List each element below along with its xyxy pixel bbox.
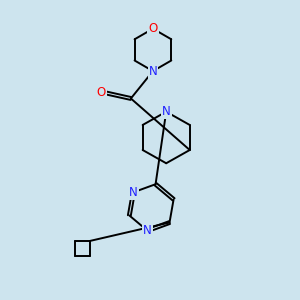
Text: N: N: [148, 64, 157, 78]
Text: O: O: [148, 22, 158, 35]
Text: O: O: [97, 86, 106, 99]
Text: N: N: [143, 224, 152, 237]
Text: N: N: [162, 105, 171, 118]
Text: N: N: [129, 186, 138, 199]
